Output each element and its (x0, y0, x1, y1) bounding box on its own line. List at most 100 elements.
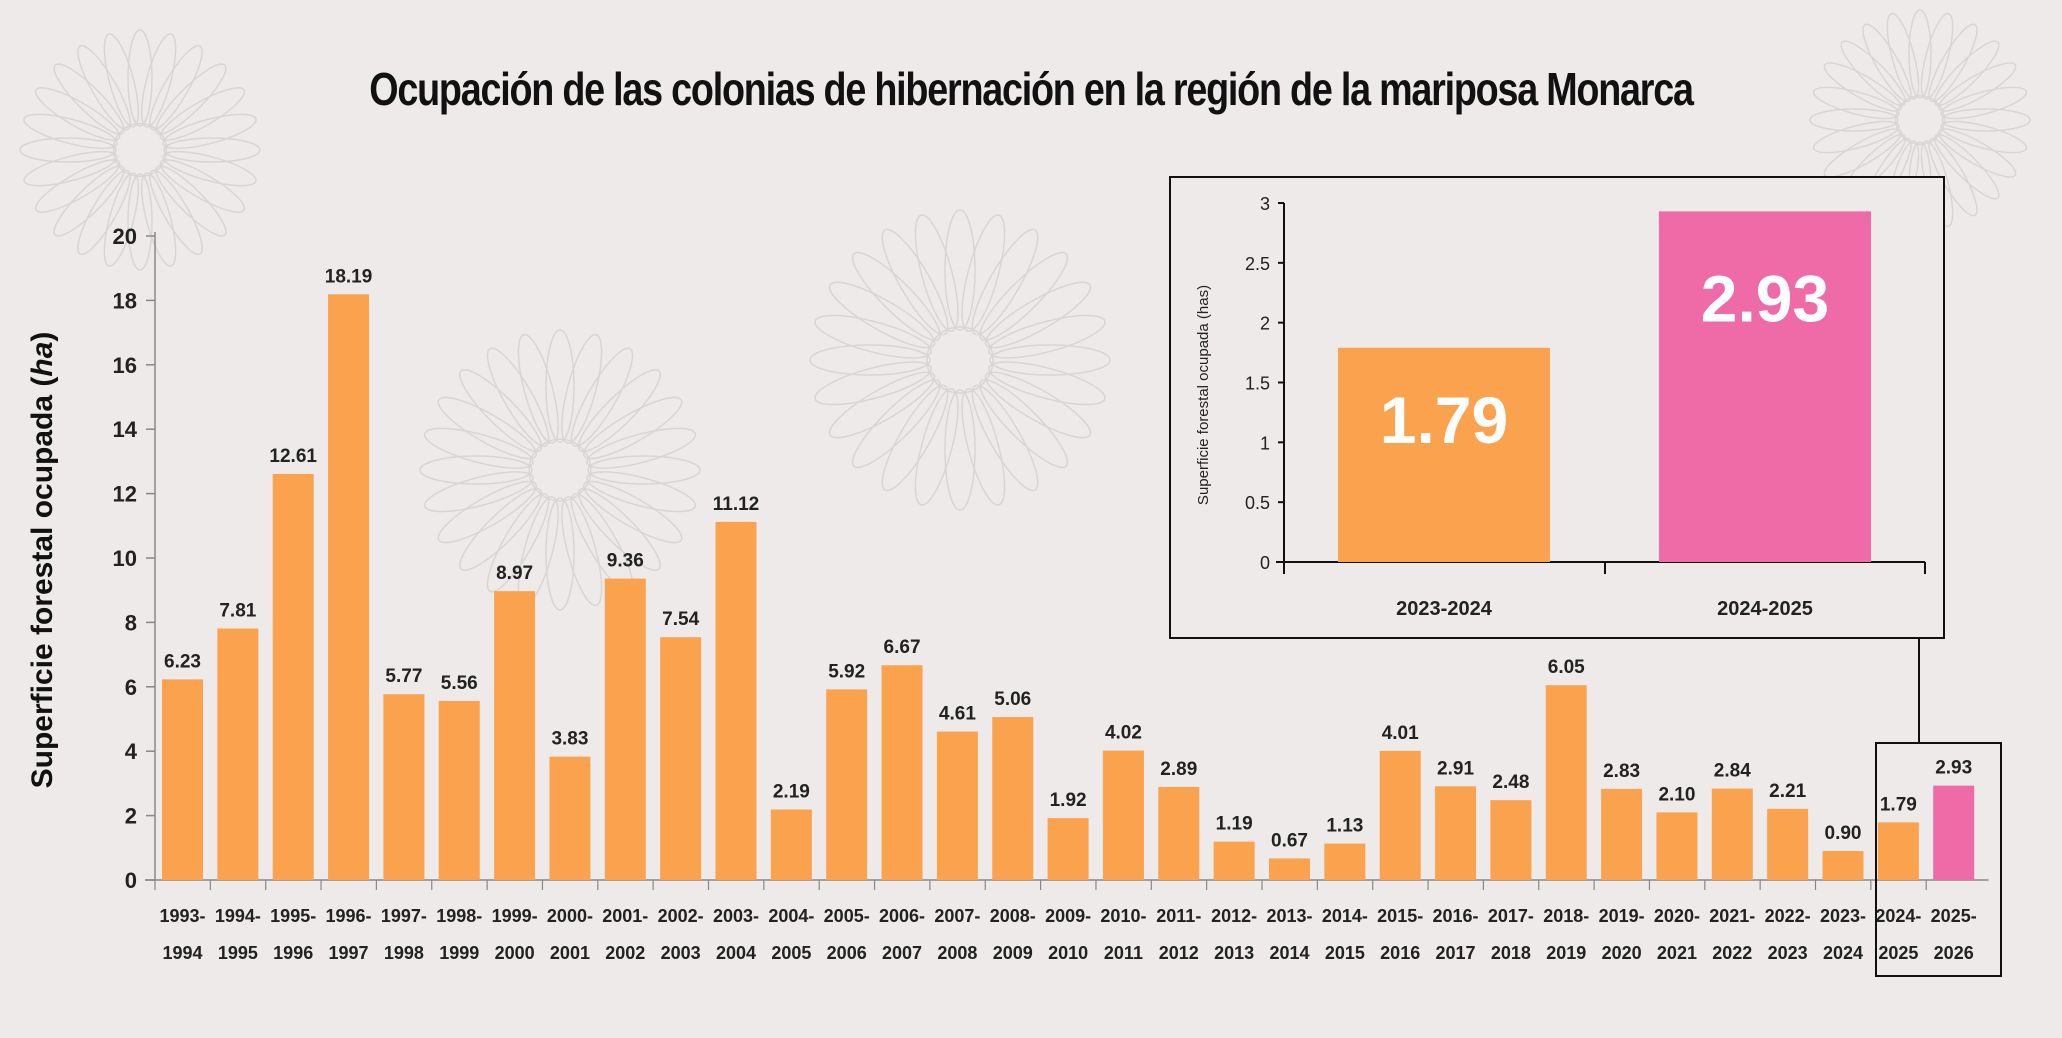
data-label: 5.92 (828, 661, 865, 682)
x-tick-label: 1993- 1994 (159, 906, 205, 963)
y-axis-label-unit: ha (26, 342, 59, 377)
x-tick-label: 2004- 2005 (768, 906, 814, 963)
petal (1940, 120, 2028, 154)
x-tick-label-line: 2020 (1602, 943, 1642, 963)
x-tick-label: 2022- 2023 (1765, 906, 1811, 963)
x-tick-label-line: 2022- (1765, 906, 1811, 926)
petal (155, 63, 227, 135)
petal (1933, 133, 2000, 200)
x-tick-label-line: 2024- (1875, 906, 1921, 926)
petal (1937, 128, 2017, 178)
petal (1941, 108, 2031, 132)
x-tick-label: 2020- 2021 (1654, 906, 1700, 963)
data-label: 2.89 (1160, 759, 1197, 780)
data-label: 7.54 (662, 609, 699, 630)
petal (127, 29, 153, 127)
petal (1886, 12, 1920, 100)
x-tick-label-line: 2025- (1931, 906, 1977, 926)
x-tick-label-line: 2009 (993, 943, 1033, 963)
x-tick-label: 2013- 2014 (1266, 906, 1312, 963)
bar-1998-1999 (438, 700, 480, 880)
data-label: 0.67 (1271, 830, 1308, 851)
x-tick-label-line: 2011 (1104, 943, 1143, 963)
inset-x-tick-label: 2024-2025 (1717, 598, 1813, 620)
inset-bar-2023-2024 (1338, 347, 1550, 562)
data-label: 4.02 (1105, 723, 1142, 744)
inset-data-label: 1.79 (1380, 383, 1508, 457)
x-tick-label-line: 2006- (879, 906, 925, 926)
petal (586, 427, 697, 469)
bar-2004-2005 (770, 809, 812, 880)
petal (140, 33, 177, 128)
petal (19, 137, 117, 163)
data-label: 12.61 (269, 446, 317, 467)
bar-2018-2019 (1545, 685, 1587, 880)
petal (944, 209, 976, 331)
petal (582, 396, 683, 460)
petal (1812, 120, 1900, 154)
x-tick-label-line: 1996- (326, 906, 372, 926)
y-tick-label: 8 (125, 610, 137, 635)
petal (34, 87, 121, 141)
x-tick-label-line: 2023 (1768, 943, 1808, 963)
y-axis-label-text: Superficie forestal ocupada ( (26, 377, 59, 789)
x-tick-label: 2007- 2008 (934, 906, 980, 963)
y-tick-label: 14 (113, 417, 138, 442)
petal (163, 137, 261, 163)
data-label: 5.06 (994, 689, 1031, 710)
data-label: 6.23 (164, 651, 201, 672)
petal (53, 63, 125, 135)
x-tick-label: 1999- 2000 (492, 906, 538, 963)
bar-2009-2010 (1047, 818, 1089, 880)
petal (149, 44, 203, 131)
flower-center (926, 326, 994, 394)
petal (984, 371, 1092, 439)
x-tick-label: 2011- 2012 (1156, 906, 1201, 963)
bar-2016-2017 (1435, 786, 1477, 880)
bar-1994-1995 (217, 628, 259, 880)
x-tick-label-line: 2013 (1214, 943, 1254, 963)
petal (23, 150, 118, 187)
x-tick-label-line: 2014 (1269, 943, 1309, 963)
bar-2014-2015 (1324, 843, 1366, 880)
petal (814, 361, 932, 406)
inset-y-axis-label: Superficie forestal ocupada (has) (1195, 285, 1212, 505)
data-label: 4.61 (939, 704, 976, 725)
petal (1862, 23, 1912, 103)
x-tick-label: 1998- 1999 (436, 906, 482, 963)
petal (1920, 12, 1954, 100)
petal (1812, 86, 1900, 120)
x-tick-label-line: 2017- (1488, 906, 1534, 926)
bar-2000-2001 (549, 756, 591, 880)
petal (1840, 40, 1907, 107)
petal (570, 347, 634, 448)
petal (1908, 9, 1932, 99)
x-tick-label: 2014- 2015 (1322, 906, 1368, 963)
x-tick-label-line: 1994 (162, 943, 202, 963)
y-tick-label: 0 (125, 868, 137, 893)
flower-center (528, 438, 592, 502)
data-label: 5.56 (441, 673, 478, 694)
petal (561, 333, 603, 444)
inset-y-tick-label: 0.5 (1245, 493, 1270, 513)
x-tick-label-line: 2007 (882, 943, 922, 963)
data-label: 1.13 (1326, 816, 1363, 837)
petal (437, 396, 538, 460)
petal (162, 113, 257, 150)
bar-2005-2006 (826, 689, 868, 880)
x-tick-label-line: 2022 (1712, 943, 1752, 963)
petal (971, 228, 1039, 336)
x-tick-label-line: 2010 (1048, 943, 1088, 963)
chart-title: Ocupación de las colonias de hibernación… (369, 63, 1694, 115)
bar-2019-2020 (1601, 788, 1643, 880)
data-label: 2.83 (1603, 761, 1640, 782)
petal (851, 379, 941, 469)
x-tick-label-line: 2015 (1325, 943, 1365, 963)
x-tick-label-line: 2018 (1491, 943, 1531, 963)
y-tick-label: 12 (113, 482, 137, 507)
inset-x-tick-label: 2023-2024 (1396, 598, 1493, 620)
x-tick-label-line: 2010- (1100, 906, 1146, 926)
petal (103, 33, 140, 128)
y-tick-label: 4 (125, 739, 138, 764)
petal (944, 389, 976, 511)
